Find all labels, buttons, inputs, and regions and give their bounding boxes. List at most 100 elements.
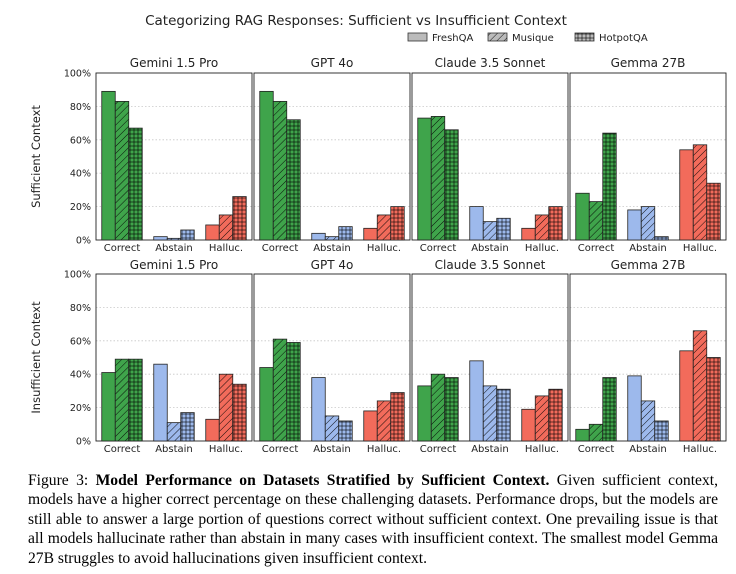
xtick-label: Halluc. xyxy=(209,243,243,254)
bar-outline xyxy=(602,132,617,241)
bar-hatch xyxy=(706,183,721,240)
bar-abstain-freshqa xyxy=(469,206,484,240)
panel-title: Gemma 27B xyxy=(611,56,686,70)
panel-title: Claude 3.5 Sonnet xyxy=(435,56,546,70)
legend-label-musique: Musique xyxy=(512,33,554,44)
legend-swatch-freshqa xyxy=(407,32,428,42)
panel-2: Claude 3.5 Sonnet Correct Abstain Halluc. xyxy=(411,56,569,254)
bar-hatch xyxy=(338,420,353,441)
ytick-label: 40% xyxy=(70,370,91,381)
ytick-label: 80% xyxy=(70,303,91,314)
xtick-label: Halluc. xyxy=(367,243,401,254)
bar-hatch xyxy=(641,400,655,441)
legend-label-freshqa: FreshQA xyxy=(432,33,473,44)
bar-hatch xyxy=(444,129,459,240)
bar-halluc-freshqa xyxy=(679,149,694,240)
bar-hatch xyxy=(589,201,603,240)
row-label: Insufficient Context xyxy=(29,301,43,414)
bar-hatch xyxy=(180,229,195,240)
xtick-label: Halluc. xyxy=(209,444,243,455)
bar-hatch xyxy=(693,330,707,441)
bar-hatch xyxy=(219,214,233,240)
bar-correct-freshqa xyxy=(101,372,116,441)
bar-halluc-freshqa xyxy=(521,409,536,441)
bar-hatch xyxy=(483,221,497,240)
bar-outline xyxy=(548,206,563,241)
panels: 0% 20% 40% 60% 80% 100% Gemini 1.5 Pro Correct A… xyxy=(64,56,727,455)
figure-caption: Figure 3: Model Performance on Datasets … xyxy=(28,471,718,568)
bar-correct-freshqa xyxy=(101,91,116,241)
bar-hatch xyxy=(167,238,181,240)
bar-hatch xyxy=(286,119,301,240)
xtick-label: Halluc. xyxy=(525,444,559,455)
bar-hatch xyxy=(377,400,391,441)
row-labels: Sufficient Context Insufficient Context xyxy=(29,105,43,414)
bar-hatch xyxy=(325,236,339,240)
bar-outline xyxy=(390,206,405,241)
bar-hatch xyxy=(641,206,655,240)
ytick-label: 100% xyxy=(64,270,91,281)
xtick-label: Abstain xyxy=(629,444,667,455)
bar-correct-freshqa xyxy=(417,385,432,441)
figure-chart: Categorizing RAG Responses: Sufficient v… xyxy=(29,13,727,455)
xtick-label: Abstain xyxy=(155,444,193,455)
bar-correct-freshqa xyxy=(417,118,432,240)
bar-outline xyxy=(444,129,459,241)
bar-hatch xyxy=(180,412,195,441)
xtick-label: Halluc. xyxy=(683,243,717,254)
bar-outline xyxy=(180,229,195,241)
bar-outline xyxy=(128,127,143,241)
bar-outline xyxy=(602,377,617,442)
legend-hatch-hotpotqa xyxy=(575,33,594,41)
bar-correct-freshqa xyxy=(259,367,274,441)
bar-abstain-freshqa xyxy=(311,377,326,441)
bar-outline xyxy=(444,377,459,442)
bar-hatch xyxy=(602,133,617,240)
xtick-label: Correct xyxy=(420,444,457,455)
xtick-label: Abstain xyxy=(471,243,509,254)
panel-0: 0% 20% 40% 60% 80% 100% Gemini 1.5 Pro Correct A… xyxy=(64,56,253,254)
bar-hatch xyxy=(232,384,247,441)
bar-hatch xyxy=(654,420,669,441)
xtick-label: Correct xyxy=(578,444,615,455)
bar-outline xyxy=(180,412,195,442)
bar-hatch xyxy=(589,424,603,441)
legend: FreshQA Musique HotpotQA xyxy=(407,32,648,44)
bar-hatch xyxy=(548,389,563,441)
bar-hatch xyxy=(273,101,287,240)
bar-halluc-freshqa xyxy=(205,419,220,441)
bar-hatch xyxy=(548,206,563,240)
bar-outline xyxy=(706,357,721,442)
panel-1: GPT 4o Correct Abstain Halluc. xyxy=(253,56,411,254)
xtick-label: Halluc. xyxy=(683,444,717,455)
xtick-label: Abstain xyxy=(313,444,351,455)
bar-outline xyxy=(496,388,511,442)
bar-outline xyxy=(286,342,301,442)
bar-abstain-freshqa xyxy=(153,364,168,441)
bar-halluc-freshqa xyxy=(363,410,378,441)
caption-label: Figure 3: xyxy=(28,472,89,489)
bar-outline xyxy=(311,377,326,442)
bar-hatch xyxy=(693,144,707,240)
bar-hatch xyxy=(706,357,721,441)
bar-hatch xyxy=(483,385,497,441)
xtick-label: Correct xyxy=(420,243,457,254)
ytick-label: 0% xyxy=(76,236,91,247)
bar-outline xyxy=(286,119,301,241)
bar-hatch xyxy=(654,236,669,240)
ytick-label: 20% xyxy=(70,403,91,414)
bar-abstain-freshqa xyxy=(153,236,168,240)
caption-bold: Model Performance on Datasets Stratified… xyxy=(95,472,550,489)
bar-hatch xyxy=(431,116,445,240)
bar-outline xyxy=(232,383,247,442)
xtick-label: Correct xyxy=(578,243,615,254)
bar-hatch xyxy=(167,422,181,441)
bar-hatch xyxy=(115,101,129,240)
panel-title: GPT 4o xyxy=(311,258,354,272)
legend-label-hotpotqa: HotpotQA xyxy=(599,33,648,44)
bar-hatch xyxy=(390,392,405,441)
xtick-label: Abstain xyxy=(155,243,193,254)
bar-outline xyxy=(496,217,511,241)
panel-title: Claude 3.5 Sonnet xyxy=(435,258,546,272)
bar-hatch xyxy=(325,415,339,441)
